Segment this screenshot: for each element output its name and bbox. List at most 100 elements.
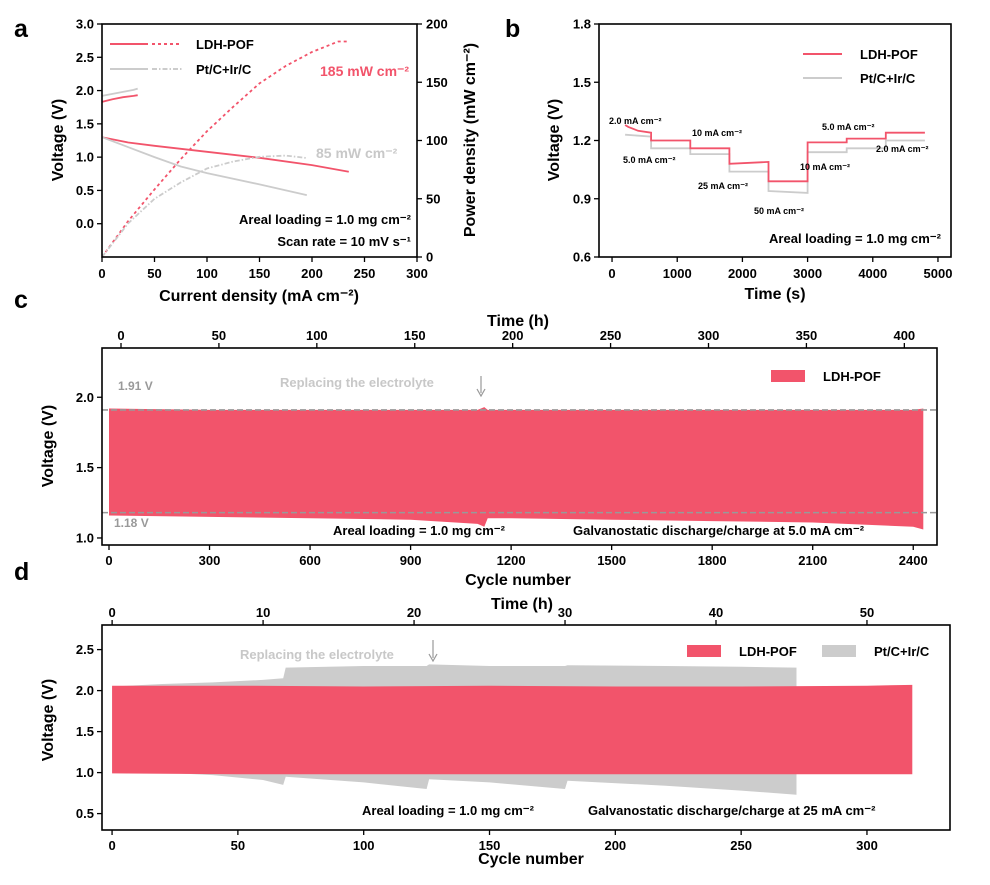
panel-b-step-label-7: 5.0 mA cm⁻² [822,122,874,132]
panel-b-ldh-line [624,124,925,183]
panel-letter-a: a [14,15,29,43]
panel-c-replacing-arrowhead [476,388,486,398]
panel-d-replacing-label: Replacing the electrolyte [240,647,394,662]
panel-c-ref-label-top: 1.91 V [118,379,153,393]
panel-d-galvanostatic: Galvanostatic discharge/charge at 25 mA … [588,803,876,818]
panel-c-replacing-label: Replacing the electrolyte [280,375,434,390]
panel-c-legend-label: LDH-POF [823,369,881,384]
panel-d-x2-tick-label: 0 [108,605,115,620]
panel-a-peak-pt: 85 mW cm⁻² [316,145,398,161]
panel-c-x2-tick-label: 100 [306,328,328,343]
panel-c-y-tick-label: 2.0 [76,390,94,405]
panel-d-ticks: 0 50 100 150 200 250 300 0 10 20 30 40 50 0.5 1.0 1.5 2.… [76,605,878,853]
panel-d-x-tick-label: 150 [479,838,501,853]
panel-d-x2-tick-label: 50 [860,605,874,620]
panel-c-ref-label-bottom: 1.18 V [114,516,149,530]
panel-a-pt-power-line [101,154,307,258]
panel-a-x-tick-label: 0 [98,266,105,281]
panel-b-y-tick-label: 1.5 [573,75,591,90]
panel-c-galvanostatic: Galvanostatic discharge/charge at 5.0 mA… [573,523,865,538]
panel-b-step-label-4: 25 mA cm⁻² [698,181,748,191]
panel-d-y-tick-label: 0.5 [76,806,94,821]
panel-d-x-tick-label: 200 [604,838,626,853]
panel-b-x-tick-label: 4000 [858,266,887,281]
panel-c-x-tick-label: 1800 [698,553,727,568]
panel-d-x2-tick-label: 10 [256,605,270,620]
panel-a-scanrate: Scan rate = 10 mV s⁻¹ [277,234,411,249]
panel-c-ticks: 0 300 600 900 1200 1500 1800 2100 2400 0 50 100 150 2… [76,328,928,568]
panel-b-step-label-5: 50 mA cm⁻² [754,206,804,216]
panel-b-step-label-1: 2.0 mA cm⁻² [609,116,661,126]
panel-a-loading: Areal loading = 1.0 mg cm⁻² [239,212,412,227]
panel-d-x-tick-label: 300 [856,838,878,853]
panel-d-replacing-arrowhead [428,653,438,663]
panel-b-ticks: 0 1000 2000 3000 4000 5000 0.6 0.9 1.2 1.5 1.8 [573,17,953,282]
panel-a-y-tick-label: 1.0 [76,150,94,165]
panel-d-legend-pt-label: Pt/C+Ir/C [874,644,930,659]
panel-c-x2-tick-label: 300 [698,328,720,343]
panel-b-step-label-8: 2.0 mA cm⁻² [876,144,928,154]
panel-a-ldh-charge-line [101,94,138,103]
panel-a-y-tick-label: 2.5 [76,50,94,65]
panel-a-pt-discharge-line [101,136,307,196]
panel-d-y-tick-label: 2.0 [76,683,94,698]
panel-d-x2-tick-label: 40 [709,605,723,620]
panel-c-frame [101,347,938,546]
panel-b-x-tick-label: 3000 [793,266,822,281]
panel-a-x-tick-label: 250 [354,266,376,281]
panel-c-x2-tick-label: 150 [404,328,426,343]
panel-d-legend-ldh-swatch [687,645,721,657]
panel-a-y2-tick-label: 100 [426,133,448,148]
panel-c-x2-tick-label: 350 [796,328,818,343]
panel-d-x2-tick-label: 20 [407,605,421,620]
panel-b-series [624,124,925,194]
panel-a-x-tick-label: 50 [147,266,161,281]
panel-c-x-tick-label: 1200 [497,553,526,568]
panel-c-x2-tick-label: 250 [600,328,622,343]
panel-d-series [112,664,913,795]
panel-c-x-tick-label: 1500 [597,553,626,568]
panel-a-y-tick-label: 2.0 [76,83,94,98]
panel-a: 0 50 100 150 200 250 300 0.0 0.5 1.0 1.5 2.0 2.5 3.0 0… [50,17,479,306]
panel-c-legend-swatch [771,370,805,382]
panel-c-x2-tick-label: 0 [117,328,124,343]
panel-b-x-tick-label: 1000 [663,266,692,281]
panel-d-x-tick-label: 0 [108,838,115,853]
panel-d-y-tick-label: 1.0 [76,765,94,780]
panel-a-x-tick-label: 150 [249,266,271,281]
panel-b-x-tick-label: 2000 [728,266,757,281]
panel-a-xlabel: Current density (mA cm⁻²) [159,288,359,305]
panel-b-step-label-6: 10 mA cm⁻² [800,162,850,172]
panel-c-reference-lines [102,409,937,514]
panel-b-x-tick-label: 5000 [924,266,953,281]
panel-c-x-tick-label: 600 [299,553,321,568]
panel-d-x2label: Time (h) [491,596,553,613]
panel-a-ldh-discharge-line [101,136,349,173]
panel-a-y2-tick-label: 0 [426,250,433,265]
panel-b-y-tick-label: 1.2 [573,133,591,148]
panel-b-legend-ldh-label: LDH-POF [860,47,918,62]
panel-a-y-tick-label: 0.5 [76,183,94,198]
panel-d-ylabel: Voltage (V) [40,679,57,761]
panel-b-y-tick-label: 0.9 [573,191,591,206]
panel-b-x-tick-label: 0 [608,266,615,281]
panel-d-ldh-band [112,684,913,775]
panel-d-loading: Areal loading = 1.0 mg cm⁻² [362,803,535,818]
panel-b-y-tick-label: 0.6 [573,250,591,265]
panel-letter-d: d [14,558,29,586]
panel-b-y-tick-label: 1.8 [573,17,591,32]
panel-d-x-tick-label: 100 [353,838,375,853]
panel-a-ylabel: Voltage (V) [50,99,67,181]
panel-b-legend-pt-label: Pt/C+Ir/C [860,71,916,86]
panel-d-legend-pt-swatch [822,645,856,657]
panel-d-y-tick-label: 1.5 [76,724,94,739]
panel-a-x-tick-label: 200 [301,266,323,281]
panel-b-step-label-3: 10 mA cm⁻² [692,128,742,138]
panel-b-step-label-2: 5.0 mA cm⁻² [623,155,675,165]
panel-d: 0 50 100 150 200 250 300 0 10 20 30 40 50 0.5 1.0 1.5 2.… [40,596,951,868]
panel-a-legend-ldh-label: LDH-POF [196,37,254,52]
panel-c-x2-tick-label: 200 [502,328,524,343]
panel-d-xlabel: Cycle number [478,851,584,868]
panel-b-ylabel: Voltage (V) [546,99,563,181]
